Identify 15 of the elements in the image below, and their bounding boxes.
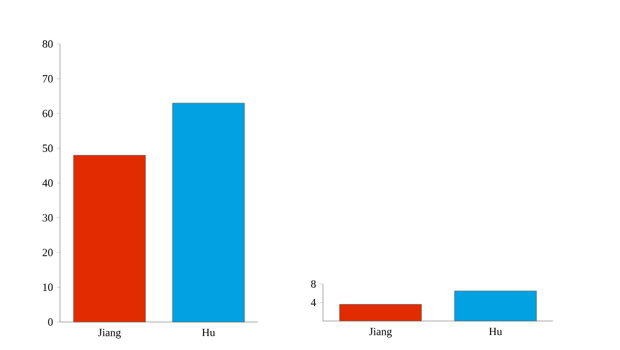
y-tick-label: 80 bbox=[42, 40, 53, 48]
y-tick-label: 20 bbox=[42, 248, 53, 256]
y-tick-label: 50 bbox=[42, 144, 53, 152]
x-tick-label: Hu bbox=[489, 328, 502, 336]
x-tick-label: Hu bbox=[202, 328, 216, 336]
y-tick-label: 70 bbox=[42, 75, 53, 82]
y-tick-label: 0 bbox=[48, 318, 53, 326]
x-tick-label: Jiang bbox=[98, 328, 121, 338]
x-tick-label: Jiang bbox=[369, 328, 392, 338]
y-tick-label: 30 bbox=[42, 214, 53, 222]
y-tick-label: 8 bbox=[311, 280, 316, 288]
y-tick-label: 40 bbox=[42, 179, 53, 187]
y-tick-label: 4 bbox=[310, 298, 316, 306]
y-tick-label: 10 bbox=[43, 284, 53, 291]
y-tick-label: 60 bbox=[42, 110, 53, 118]
